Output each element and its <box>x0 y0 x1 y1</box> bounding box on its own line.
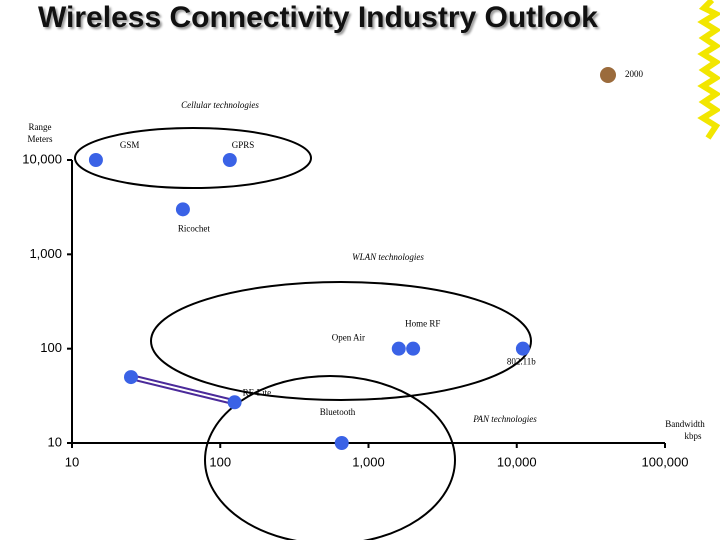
range-line-inner <box>130 376 235 404</box>
point <box>391 341 406 356</box>
legend-label: 2000 <box>625 69 644 79</box>
point-label: Bluetooth <box>320 407 356 417</box>
point <box>123 370 138 385</box>
point <box>222 153 237 167</box>
region-label: WLAN technologies <box>352 252 424 262</box>
y-tick-label: 10 <box>48 434 62 449</box>
point <box>515 341 530 356</box>
x-axis-label: Bandwidth <box>665 419 705 429</box>
y-axis-label: Range <box>29 122 52 132</box>
x-tick-label: 1,000 <box>352 454 385 469</box>
y-tick-label: 1,000 <box>29 246 62 261</box>
point-label: Home RF <box>405 319 440 329</box>
x-tick-label: 100,000 <box>642 454 689 469</box>
y-tick-label: 10,000 <box>22 151 62 166</box>
point <box>88 153 103 167</box>
point-label: Open Air <box>332 333 365 343</box>
region-ellipse <box>150 281 532 401</box>
region-ellipse <box>204 375 456 540</box>
x-tick-label: 10 <box>65 454 79 469</box>
point-label: Ricochet <box>178 223 210 233</box>
point <box>334 436 349 450</box>
decoration <box>697 0 720 140</box>
legend-marker <box>600 67 616 83</box>
point <box>227 395 242 410</box>
point-label: GSM <box>120 140 140 150</box>
x-tick-label: 10,000 <box>497 454 537 469</box>
region-label: Cellular technologies <box>181 100 259 110</box>
point-label: GPRS <box>232 140 255 150</box>
point-label: RF-Lite <box>243 387 272 397</box>
x-axis-label: kbps <box>684 431 702 441</box>
region-label: PAN technologies <box>472 414 537 424</box>
x-tick-label: 100 <box>209 454 231 469</box>
point-label: 802.11b <box>507 357 536 367</box>
y-axis-label: Meters <box>28 134 53 144</box>
point <box>175 202 190 217</box>
y-tick-label: 100 <box>40 340 62 355</box>
point <box>406 341 421 356</box>
region-ellipse <box>74 127 312 189</box>
slide-title: Wireless Connectivity Industry Outlook <box>38 1 598 34</box>
